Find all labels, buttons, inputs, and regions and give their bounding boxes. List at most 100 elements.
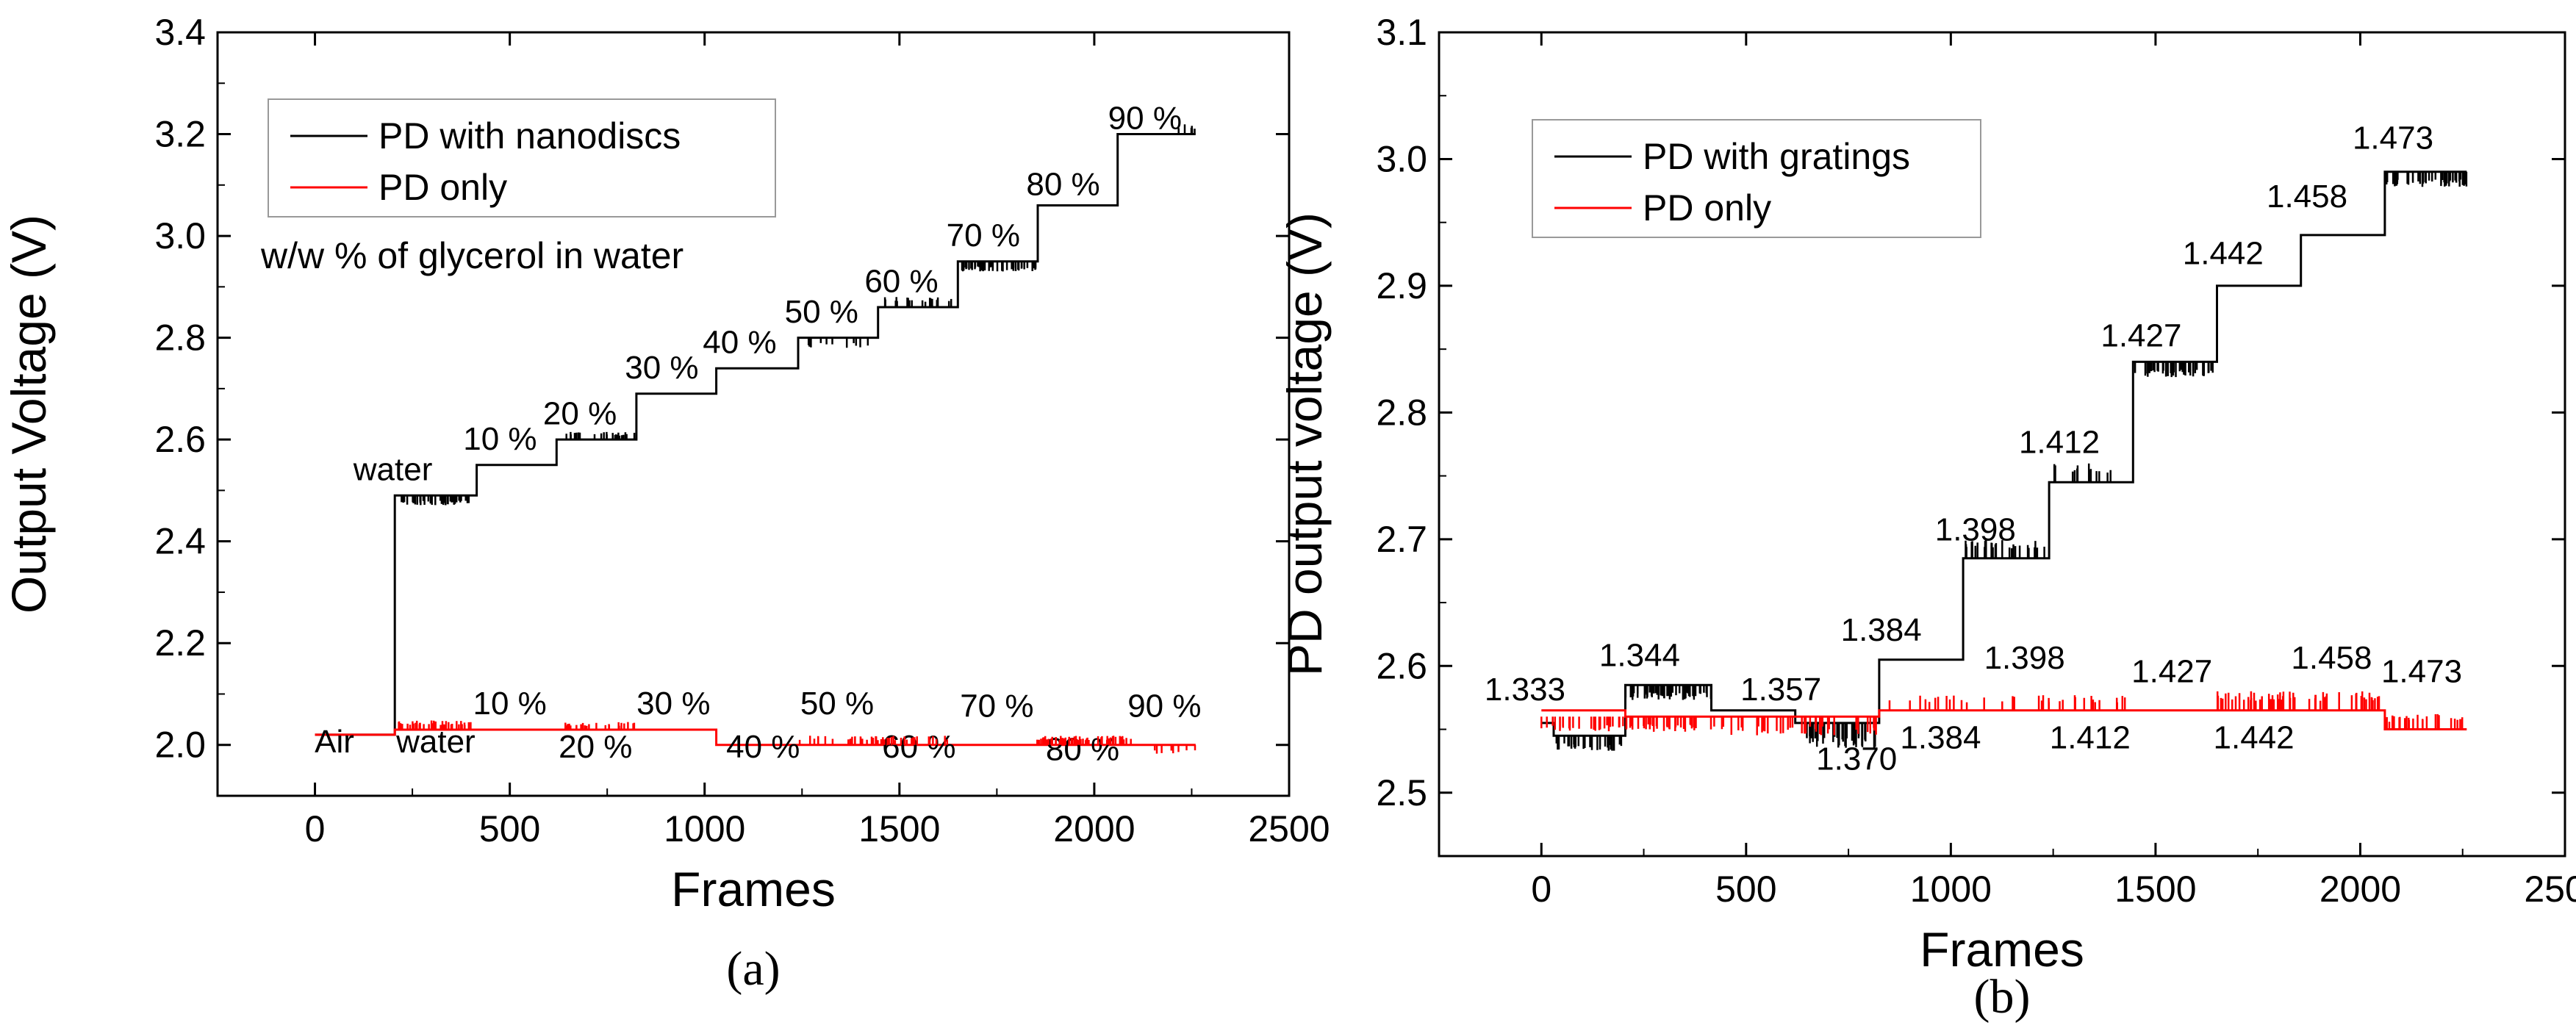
panel-a: 0 500 1000 1500 2000 2500 2.0 2.2 2.4 2.6 2.8 3.0 3.…	[1, 12, 1330, 996]
x-tick-label: 1000	[664, 808, 745, 849]
panel-caption: (b)	[1974, 970, 2031, 1024]
x-tick-label: 2000	[2320, 869, 2401, 910]
x-tick-label: 2500	[2524, 869, 2576, 910]
signal-noise	[1036, 736, 1132, 745]
annotation-label: 1.427	[2100, 318, 2181, 354]
signal-noise	[1624, 685, 1712, 700]
y-axis-title: Output Voltage (V)	[1, 215, 56, 614]
annotation-label: 1.458	[2267, 179, 2347, 215]
legend-label: PD with nanodiscs	[378, 115, 681, 157]
signal-noise	[1177, 124, 1196, 134]
y-tick-label: 3.2	[154, 114, 206, 155]
annotation-label: 1.357	[1740, 672, 1821, 708]
annotation-label: 1.344	[1599, 637, 1680, 673]
signal-noise	[2216, 691, 2381, 711]
annotation-label: 1.333	[1485, 672, 1565, 708]
series-red-line	[315, 728, 1196, 747]
annotation-label: 80 %	[1046, 732, 1119, 768]
annotation-label: 80 %	[1026, 167, 1099, 203]
annotation-label: 50 %	[785, 294, 858, 330]
x-tick-label: 500	[479, 808, 540, 849]
annotation-label: 20 %	[559, 729, 632, 765]
annotation-label: 1.412	[2050, 719, 2131, 755]
signal-noise	[2384, 171, 2468, 187]
annotation-label: 1.398	[1935, 512, 2016, 548]
annotation-label: 90 %	[1108, 101, 1182, 137]
signal-noise	[2384, 714, 2464, 730]
annotation-label: 1.412	[2019, 425, 2100, 461]
legend-label: PD only	[378, 167, 507, 208]
signal-noise	[1888, 695, 2126, 711]
y-tick-label: 3.0	[154, 215, 206, 256]
y-tick-label: 2.2	[154, 622, 206, 664]
legend-label: PD with gratings	[1643, 136, 1910, 177]
y-tick-label: 2.5	[1376, 772, 1427, 813]
annotation-label: 90 %	[1127, 689, 1201, 725]
annotation-label: 70 %	[960, 689, 1033, 725]
annotation-label: 30 %	[625, 350, 698, 386]
annotation-label: 20 %	[543, 395, 617, 431]
signal-noise	[1153, 744, 1196, 754]
y-tick-label: 3.4	[154, 12, 206, 53]
y-tick-label: 2.6	[1376, 645, 1427, 686]
signal-noise	[1965, 539, 2045, 558]
signal-noise	[565, 431, 636, 440]
signal-noise	[564, 722, 636, 730]
x-tick-label: 2500	[1248, 808, 1330, 849]
y-tick-label: 3.0	[1376, 138, 1427, 179]
series-black-line	[315, 133, 1196, 736]
signal-noise	[883, 297, 952, 307]
x-tick-label: 1000	[1910, 869, 1992, 910]
x-axis-title: Frames	[671, 862, 836, 916]
x-tick-label: 1500	[858, 808, 940, 849]
x-tick-label: 0	[1531, 869, 1551, 910]
signal-noise	[1806, 722, 1876, 748]
annotation-label: 40 %	[726, 729, 800, 765]
panel-caption: (a)	[726, 942, 780, 996]
signal-noise	[798, 736, 948, 745]
annotation-label: 10 %	[463, 421, 537, 457]
annotation-label: 1.473	[2353, 121, 2433, 157]
y-tick-label: 2.8	[1376, 392, 1427, 433]
legend-box	[268, 98, 776, 218]
y-tick-label: 2.0	[154, 725, 206, 766]
annotation-label: 1.427	[2131, 654, 2212, 690]
annotation-label: water	[353, 452, 433, 488]
legend-note: w/w % of glycerol in water	[260, 235, 684, 276]
annotation-label: 10 %	[473, 686, 546, 722]
signal-noise	[1555, 736, 1623, 751]
annotation-label: 1.442	[2214, 719, 2295, 755]
signal-noise	[398, 720, 472, 730]
legend-box	[1532, 119, 1981, 238]
y-tick-label: 2.7	[1376, 519, 1427, 560]
signal-noise	[1713, 716, 1877, 736]
signal-noise	[1540, 716, 1712, 732]
y-tick-label: 2.4	[154, 521, 206, 562]
plot-frame	[1438, 31, 2566, 858]
y-tick-label: 2.6	[154, 419, 206, 460]
annotation-label: 1.442	[2183, 236, 2264, 272]
y-tick-label: 3.1	[1376, 12, 1427, 53]
annotation-label: 30 %	[636, 686, 710, 722]
annotation-label: 60 %	[882, 729, 955, 765]
panel-b: 0 500 1000 1500 2000 2500 2.5 2.6 2.7 2.8 2.9 3.0 3.…	[1277, 12, 2576, 1024]
x-axis-title: Frames	[1920, 922, 2084, 977]
annotation-label: Air	[315, 724, 354, 760]
annotation-label: 70 %	[947, 218, 1020, 254]
annotation-label: 1.473	[2381, 654, 2462, 690]
y-tick-label: 2.9	[1376, 265, 1427, 306]
annotation-label: 1.384	[1841, 612, 1922, 648]
signal-noise	[807, 337, 869, 348]
signal-noise	[2134, 362, 2214, 378]
annotation-label: water	[395, 724, 476, 760]
annotation-label: 1.398	[1984, 640, 2065, 676]
signal-noise	[961, 261, 1037, 272]
x-tick-label: 0	[305, 808, 326, 849]
x-tick-label: 500	[1715, 869, 1776, 910]
legend-label: PD only	[1643, 187, 1771, 229]
annotation-label: 1.384	[1900, 719, 1981, 755]
y-tick-label: 2.8	[154, 317, 206, 359]
signal-noise	[401, 495, 470, 506]
annotation-label: 40 %	[703, 324, 776, 360]
